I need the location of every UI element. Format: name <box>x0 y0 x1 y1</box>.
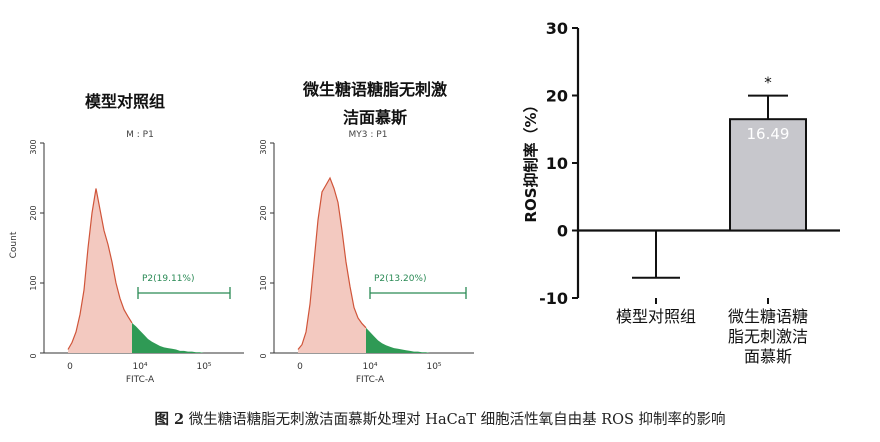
histogram-outline <box>297 176 367 350</box>
gated-population-fill <box>132 322 204 353</box>
x-tick-label: 0 <box>297 362 303 372</box>
y-tick-label: 0 <box>29 353 38 358</box>
sample-label: MY3 : P1 <box>349 130 388 140</box>
y-tick-label: -10 <box>539 289 568 308</box>
figure-label: 图 2 <box>154 411 185 428</box>
y-axis-title: ROS抑制率（%） <box>522 97 540 222</box>
x-ticks: 0 10⁴ 10⁵ <box>297 362 442 372</box>
gated-population-fill <box>366 327 434 353</box>
sample-label: M : P1 <box>126 130 154 140</box>
caption-text: 微生糖语糖脂无刺激洁面慕斯处理对 HaCaT 细胞活性氧自由基 ROS 抑制率的… <box>188 412 726 428</box>
histogram-outline <box>67 188 133 350</box>
x-tick-label: 10⁴ <box>132 362 147 372</box>
plot-frame <box>43 143 244 354</box>
flow-panel-2-title-line1: 微生糖语糖脂无刺激 <box>302 80 447 99</box>
gate-marker: P2(19.11%) <box>137 274 231 299</box>
histogram <box>67 188 204 353</box>
y-ticks: 0 100 200 300 <box>29 139 44 359</box>
data-label: 16.49 <box>747 125 790 143</box>
y-tick-label: 10 <box>546 154 568 173</box>
flow-panel-1: M : P1 P2(19.11%) 0 100 200 300 Count 0 … <box>9 130 244 385</box>
gate-marker: P2(13.20%) <box>369 274 467 299</box>
y-tick-label: 300 <box>259 139 268 154</box>
figure-caption: 图 2 微生糖语糖脂无刺激洁面慕斯处理对 HaCaT 细胞活性氧自由基 ROS … <box>0 408 880 429</box>
x-tick-label: 0 <box>67 362 73 372</box>
x-tick-label: 10⁴ <box>362 362 377 372</box>
x-tick-label: 10⁵ <box>426 362 441 372</box>
ros-inhibition-bar-chart: ROS抑制率（%） -10 0 10 20 30 模型对照组 微生糖语糖脂无刺激洁面慕斯 *… <box>522 19 840 366</box>
flow-panel-2: MY3 : P1 P2(13.20%) 0 100 200 300 0 10⁴ … <box>259 130 474 385</box>
y-tick-label: 0 <box>557 222 568 241</box>
category-label: 面慕斯 <box>744 347 792 366</box>
y-tick-label: 20 <box>546 87 568 106</box>
x-axis-label: FITC-A <box>356 375 385 385</box>
histogram <box>297 176 434 353</box>
x-axis-label: FITC-A <box>126 375 155 385</box>
ungated-population-fill <box>298 178 366 353</box>
category-label: 脂无刺激洁 <box>728 327 808 346</box>
flow-panel-2-title-line2: 洁面慕斯 <box>342 108 407 127</box>
gate-label: P2(19.11%) <box>142 274 195 284</box>
y-tick-label: 200 <box>259 205 268 220</box>
y-tick-label: 0 <box>259 353 268 358</box>
significance-marker: * <box>764 74 772 92</box>
y-tick-label: 100 <box>259 275 268 290</box>
y-tick-label: 30 <box>546 19 568 38</box>
gate-label: P2(13.20%) <box>374 274 427 284</box>
y-ticks: 0 100 200 300 <box>259 139 274 359</box>
y-tick-label: 200 <box>29 205 38 220</box>
x-ticks: 0 10⁴ 10⁵ <box>67 362 212 372</box>
category-label: 模型对照组 <box>616 307 696 326</box>
y-tick-label: 300 <box>29 139 38 154</box>
flow-panel-1-title: 模型对照组 <box>84 92 165 111</box>
y-tick-label: 100 <box>29 275 38 290</box>
ungated-population-fill <box>68 188 132 353</box>
plot-frame <box>273 143 474 354</box>
x-tick-label: 10⁵ <box>196 362 211 372</box>
y-axis-label: Count <box>9 231 19 258</box>
category-label: 微生糖语糖 <box>728 307 808 326</box>
